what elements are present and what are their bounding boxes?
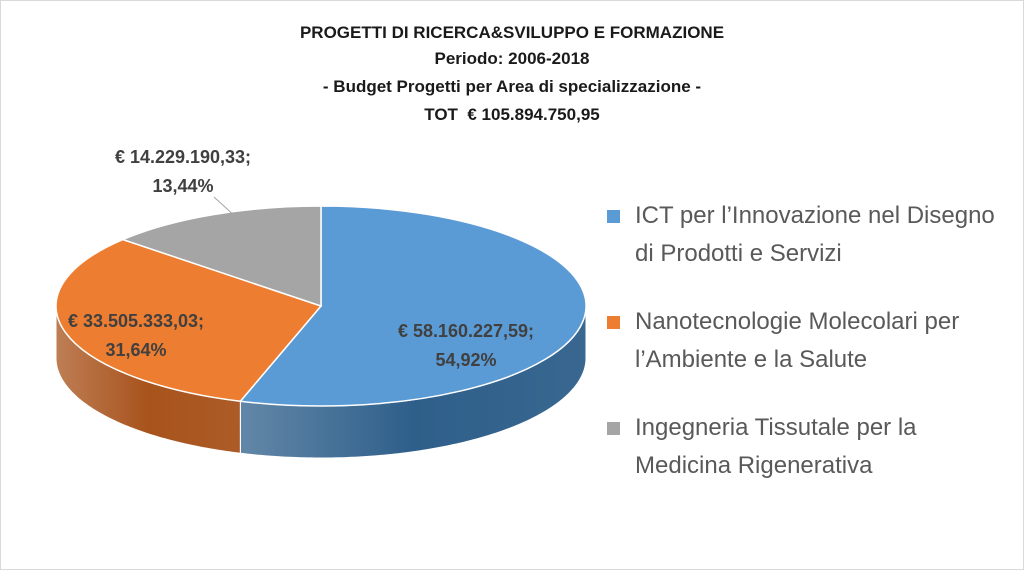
- legend-item-nano: Nanotecnologie Molecolari per l’Ambiente…: [607, 303, 1017, 379]
- pie-slice-ict: [238, 205, 587, 407]
- legend-swatch-nano: [607, 316, 620, 329]
- legend-item-tissue: Ingegneria Tissutale per la Medicina Rig…: [607, 409, 1017, 485]
- legend-label-nano: Nanotecnologie Molecolari per l’Ambiente…: [635, 308, 960, 373]
- chart-legend: ICT per l’Innovazione nel Disegno di Pro…: [607, 197, 1017, 515]
- legend-item-ict: ICT per l’Innovazione nel Disegno di Pro…: [607, 197, 1017, 273]
- legend-swatch-ict: [607, 210, 620, 223]
- chart-title: PROGETTI DI RICERCA&SVILUPPO E FORMAZION…: [299, 23, 725, 42]
- pie-slice-tissue: [120, 205, 322, 308]
- data-label-nano-percent: 31,64%: [105, 340, 166, 360]
- chart-subtitle-budget: - Budget Progetti per Area di specializz…: [322, 77, 702, 96]
- data-label-tissue-value: € 14.229.190,33;: [115, 147, 251, 167]
- data-label-nano-value: € 33.505.333,03;: [68, 311, 204, 331]
- chart-subtitle-total: TOT € 105.894.750,95: [424, 105, 600, 124]
- data-label-ict-percent: 54,92%: [435, 350, 496, 370]
- legend-label-tissue: Ingegneria Tissutale per la Medicina Rig…: [635, 414, 917, 479]
- data-label-ict-value: € 58.160.227,59;: [398, 321, 534, 341]
- pie-slice-nano: [55, 238, 323, 403]
- legend-label-ict: ICT per l’Innovazione nel Disegno di Pro…: [635, 202, 995, 267]
- leader-line-tissue: [213, 196, 238, 219]
- legend-swatch-tissue: [607, 422, 620, 435]
- data-label-tissue-percent: 13,44%: [152, 176, 213, 196]
- chart-subtitle-period: Periodo: 2006-2018: [434, 49, 590, 68]
